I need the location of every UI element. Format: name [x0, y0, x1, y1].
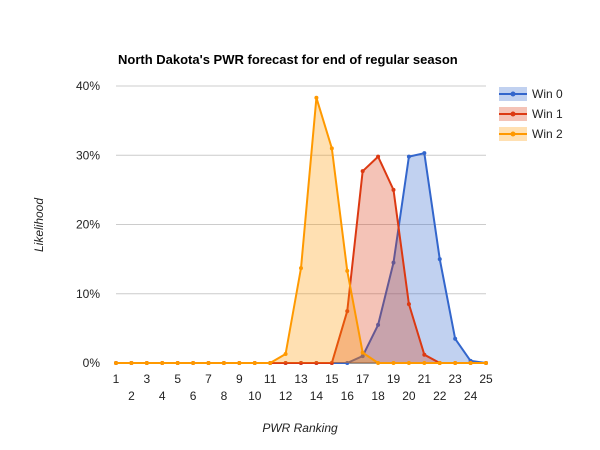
- data-point: [299, 361, 303, 365]
- legend-swatch-point: [510, 111, 516, 117]
- x-tick-label: 10: [248, 389, 262, 403]
- data-point: [329, 361, 334, 365]
- x-tick-label: 2: [128, 389, 135, 403]
- x-tick-label: 9: [236, 372, 243, 386]
- data-point: [391, 361, 396, 365]
- data-point: [406, 302, 411, 307]
- x-tick-label: 22: [433, 389, 447, 403]
- data-point: [160, 361, 165, 365]
- y-tick-label: 20%: [76, 218, 100, 232]
- x-tick-label: 7: [205, 372, 212, 386]
- data-point: [437, 361, 442, 365]
- x-tick-label: 17: [356, 372, 370, 386]
- data-point: [114, 361, 118, 365]
- x-tick-label: 16: [341, 389, 355, 403]
- legend-label: Win 2: [532, 127, 563, 141]
- data-point: [422, 151, 427, 156]
- series-area: [116, 153, 486, 363]
- data-point: [391, 260, 396, 265]
- x-tick-label: 1: [113, 372, 120, 386]
- x-tick-label: 5: [174, 372, 181, 386]
- x-tick-label: 25: [479, 372, 493, 386]
- x-tick-label: 8: [221, 389, 228, 403]
- data-point: [453, 361, 458, 365]
- data-point: [268, 361, 273, 365]
- data-point: [283, 351, 288, 356]
- legend-swatch-point: [510, 131, 516, 137]
- x-tick-label: 21: [418, 372, 432, 386]
- data-point: [376, 154, 381, 159]
- data-point: [422, 352, 427, 357]
- axis-layer: 0%10%20%30%40%12345678910111213141516171…: [76, 79, 493, 403]
- legend-item: Win 0: [499, 87, 563, 101]
- data-point: [360, 350, 365, 355]
- legend-item: Win 1: [499, 107, 563, 121]
- data-point: [144, 361, 149, 365]
- x-tick-label: 15: [325, 372, 339, 386]
- series-layer: [114, 95, 488, 365]
- chart-title: North Dakota's PWR forecast for end of r…: [118, 52, 458, 67]
- x-tick-label: 23: [448, 372, 462, 386]
- data-point: [484, 361, 488, 365]
- data-point: [129, 361, 134, 365]
- x-tick-label: 24: [464, 389, 478, 403]
- y-axis-title: Likelihood: [32, 198, 46, 252]
- series-area: [116, 156, 486, 363]
- data-point: [329, 146, 334, 151]
- data-point: [376, 361, 381, 365]
- legend-label: Win 0: [532, 87, 563, 101]
- data-point: [406, 154, 411, 159]
- y-tick-label: 40%: [76, 79, 100, 93]
- x-tick-label: 18: [371, 389, 385, 403]
- x-tick-label: 14: [310, 389, 324, 403]
- data-point: [376, 322, 381, 327]
- data-point: [391, 187, 396, 192]
- data-point: [345, 361, 350, 365]
- data-point: [422, 361, 427, 365]
- x-tick-label: 3: [143, 372, 150, 386]
- data-point: [191, 361, 196, 365]
- legend-item: Win 2: [499, 127, 563, 141]
- x-tick-label: 12: [279, 389, 293, 403]
- y-tick-label: 30%: [76, 148, 100, 162]
- data-point: [175, 361, 180, 365]
- legend-label: Win 1: [532, 107, 563, 121]
- x-axis-title: PWR Ranking: [262, 421, 338, 435]
- x-tick-label: 20: [402, 389, 416, 403]
- x-tick-label: 4: [159, 389, 166, 403]
- y-tick-label: 0%: [83, 356, 101, 370]
- legend: Win 0 Win 1 Win 2: [499, 87, 563, 141]
- x-tick-label: 11: [264, 372, 277, 386]
- y-tick-label: 10%: [76, 287, 100, 301]
- data-point: [252, 361, 257, 365]
- data-point: [314, 95, 319, 100]
- data-point: [360, 354, 365, 359]
- series-area: [116, 97, 486, 364]
- data-point: [406, 361, 411, 365]
- series-2: [114, 95, 488, 365]
- x-tick-label: 13: [294, 372, 308, 386]
- data-point: [221, 361, 226, 365]
- data-point: [360, 169, 365, 174]
- data-point: [437, 257, 442, 262]
- x-tick-label: 19: [387, 372, 401, 386]
- data-point: [314, 361, 319, 365]
- data-point: [206, 361, 211, 365]
- legend-swatch-point: [510, 91, 516, 97]
- x-tick-label: 6: [190, 389, 197, 403]
- data-point: [299, 266, 303, 271]
- data-point: [237, 361, 242, 365]
- data-point: [345, 268, 350, 273]
- data-point: [345, 309, 350, 314]
- data-point: [283, 361, 288, 365]
- data-point: [468, 361, 473, 365]
- data-point: [453, 336, 458, 341]
